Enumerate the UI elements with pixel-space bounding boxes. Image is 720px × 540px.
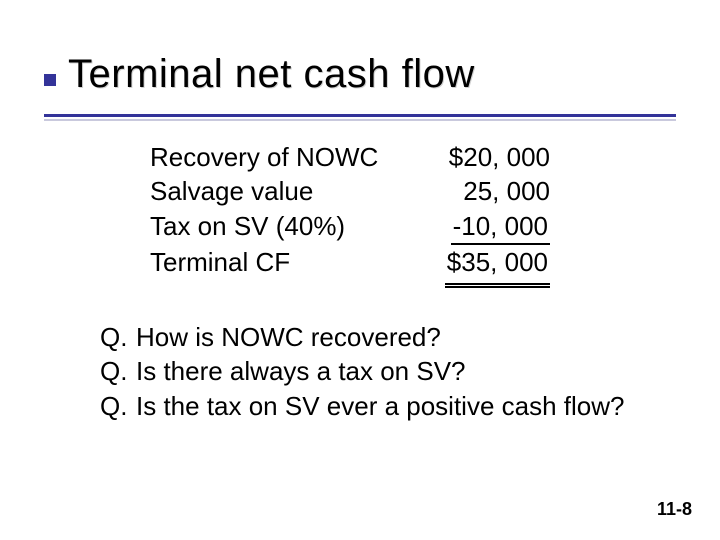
row-value-underlined: -10, 000 (451, 209, 550, 245)
title-bullet-icon (44, 74, 56, 86)
question-marker: Q. (100, 320, 136, 354)
row-value: $35, 000 (420, 245, 550, 285)
cashflow-table: Recovery of NOWC $20, 000 Salvage value … (150, 140, 550, 285)
question-marker: Q. (100, 389, 136, 423)
question-item: Q. Is the tax on SV ever a positive cash… (100, 389, 640, 423)
question-item: Q. How is NOWC recovered? (100, 320, 640, 354)
row-value: 25, 000 (420, 174, 550, 208)
title-rule-dark (44, 114, 676, 117)
questions-block: Q. How is NOWC recovered? Q. Is there al… (100, 320, 640, 423)
row-label: Recovery of NOWC (150, 140, 420, 174)
question-item: Q. Is there always a tax on SV? (100, 354, 640, 388)
table-row: Terminal CF $35, 000 (150, 245, 550, 285)
row-value-total: $35, 000 (445, 245, 550, 285)
table-row: Tax on SV (40%) -10, 000 (150, 209, 550, 245)
question-text: How is NOWC recovered? (136, 320, 640, 354)
row-value: $20, 000 (420, 140, 550, 174)
table-row: Recovery of NOWC $20, 000 (150, 140, 550, 174)
question-marker: Q. (100, 354, 136, 388)
question-text: Is the tax on SV ever a positive cash fl… (136, 389, 640, 423)
row-label: Tax on SV (40%) (150, 209, 420, 245)
slide: Terminal net cash flow Recovery of NOWC … (0, 0, 720, 540)
row-label: Salvage value (150, 174, 420, 208)
row-value: -10, 000 (420, 209, 550, 245)
title-rule-light (44, 119, 676, 121)
title-block: Terminal net cash flow (68, 52, 475, 97)
table-row: Salvage value 25, 000 (150, 174, 550, 208)
question-text: Is there always a tax on SV? (136, 354, 640, 388)
row-label: Terminal CF (150, 245, 420, 285)
page-number: 11-8 (657, 499, 692, 520)
slide-title: Terminal net cash flow (68, 52, 475, 97)
